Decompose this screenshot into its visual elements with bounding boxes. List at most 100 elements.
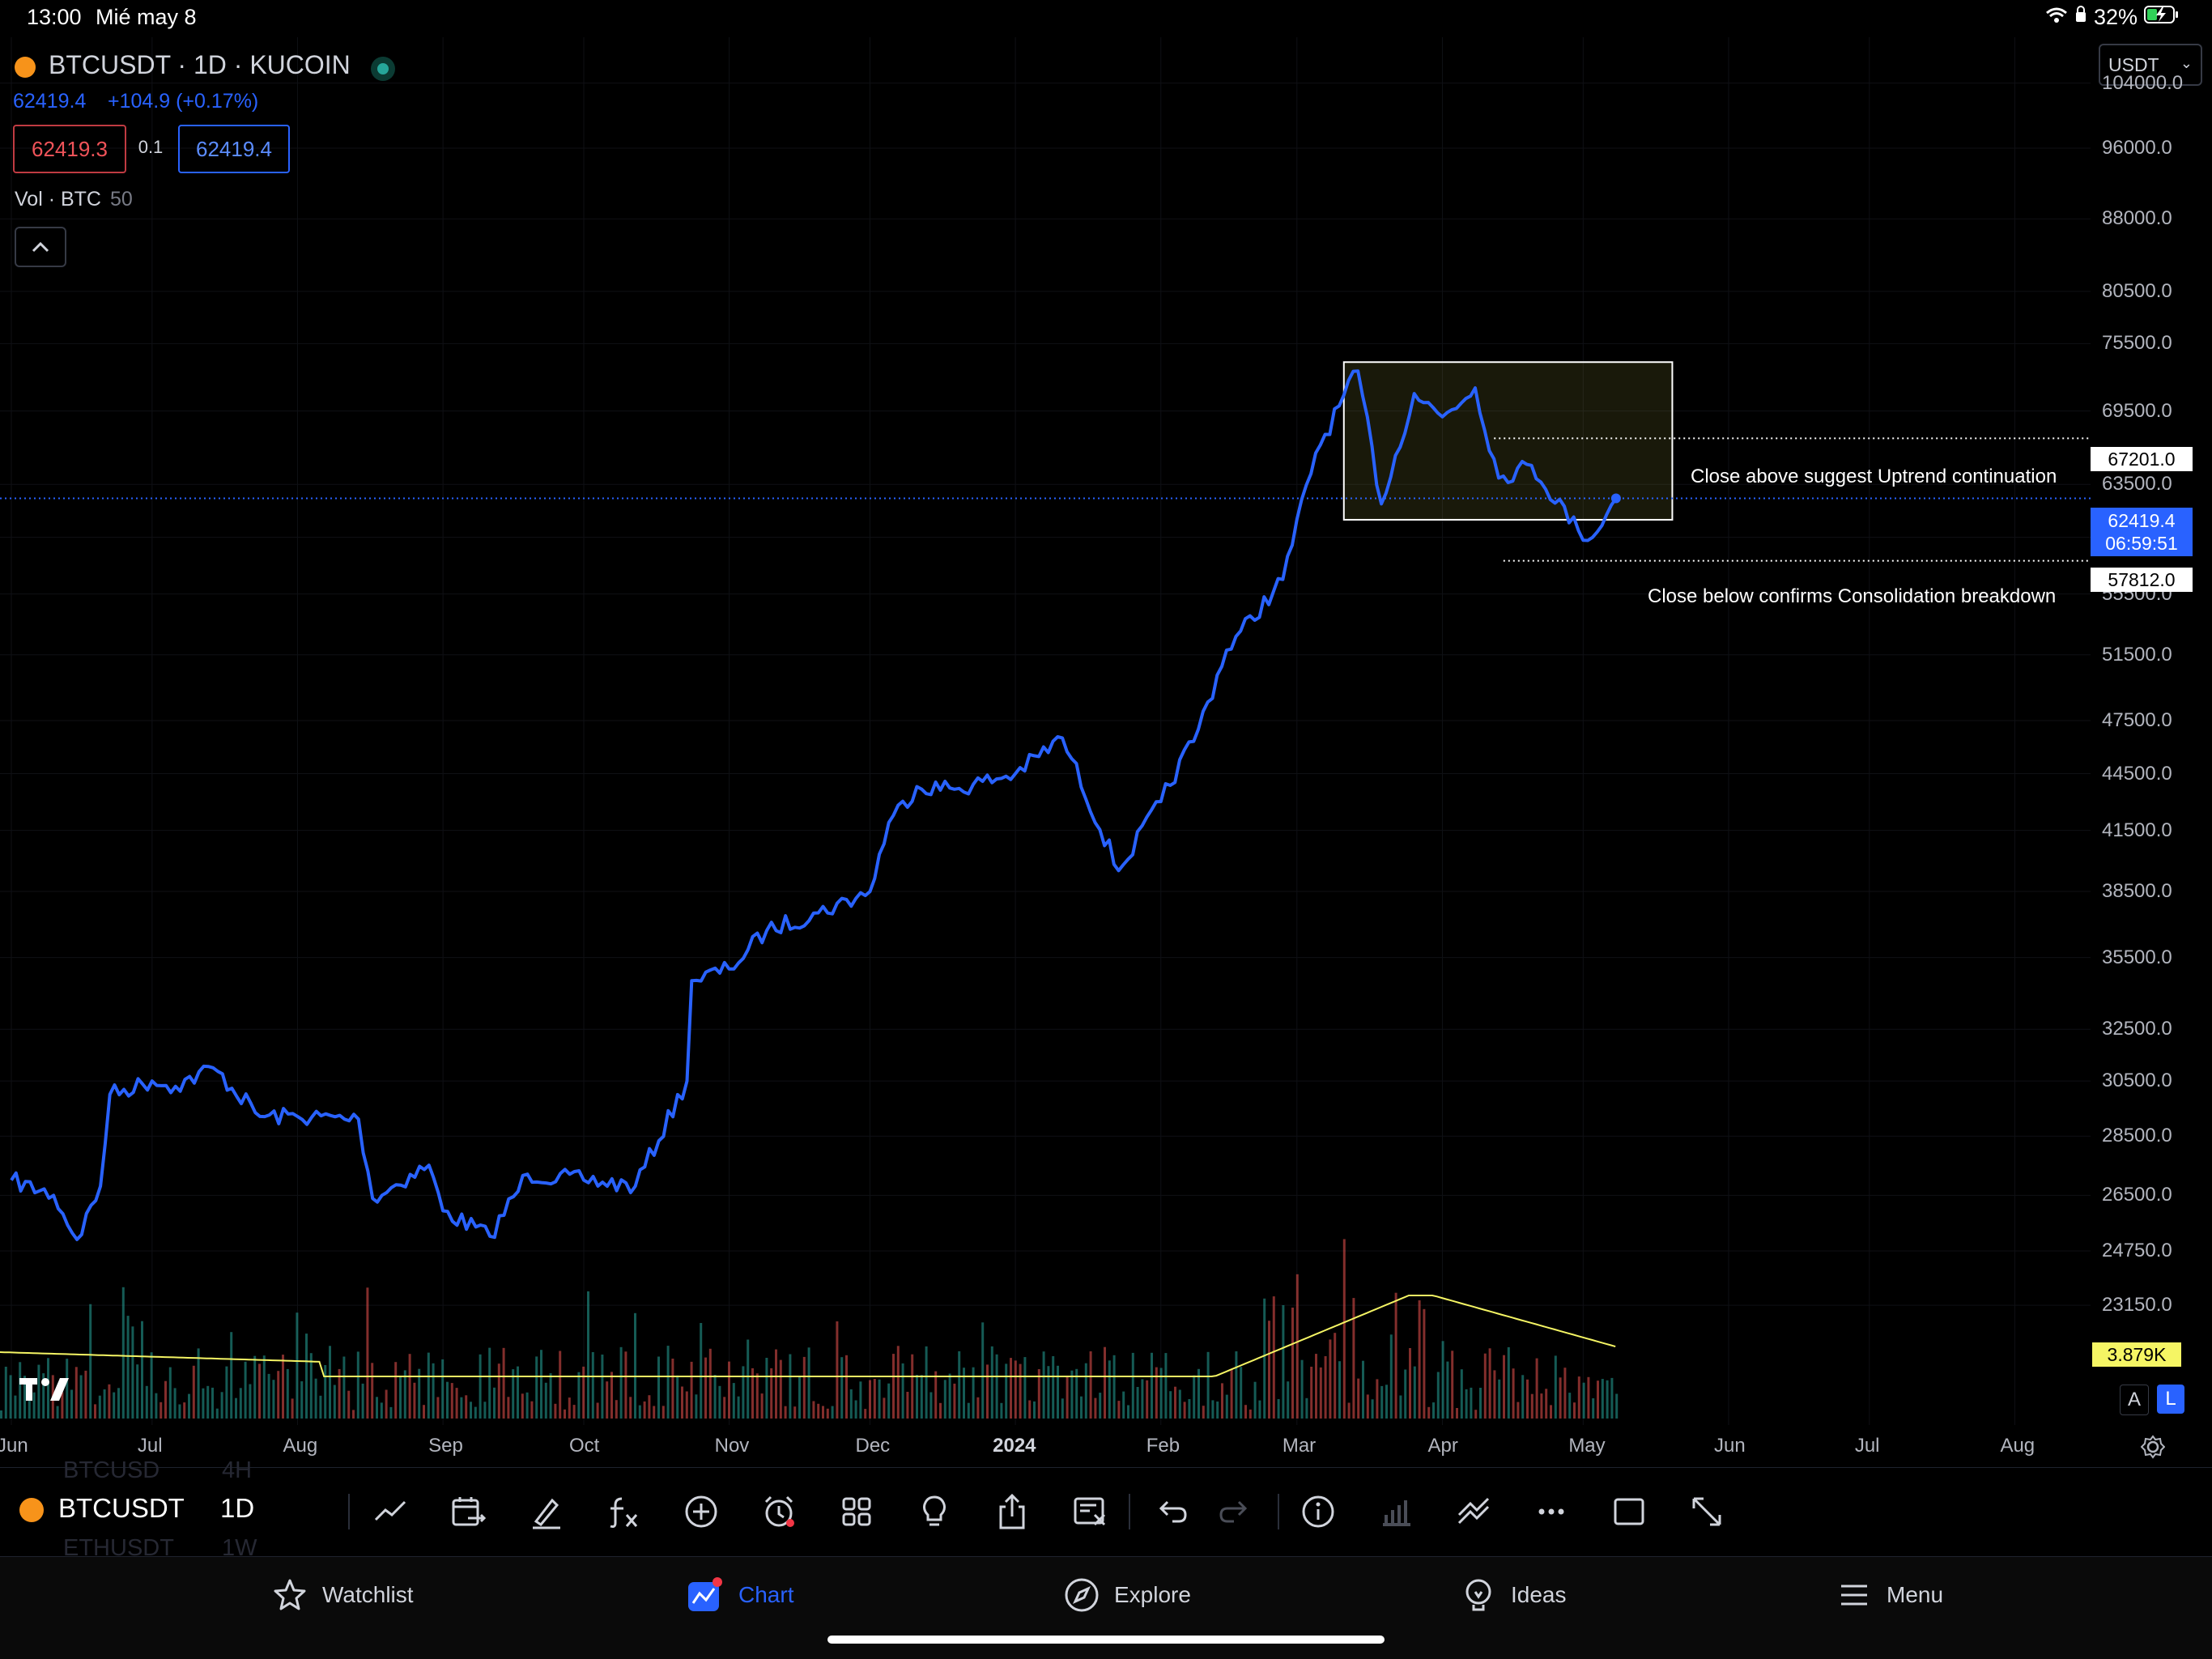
volume-bar — [9, 1375, 12, 1419]
symbol-title[interactable]: BTCUSDT · 1D · KUCOIN — [49, 50, 351, 79]
compare-dates-icon[interactable] — [449, 1492, 487, 1531]
time-tick: Apr — [1427, 1435, 1458, 1457]
volume-bar — [1409, 1348, 1411, 1419]
time-tick: Dec — [855, 1435, 891, 1457]
volume-bar — [19, 1362, 22, 1419]
volume-bar — [455, 1388, 458, 1419]
add-icon[interactable] — [682, 1492, 721, 1531]
chart-grid — [0, 37, 2091, 1425]
volume-bar — [441, 1359, 445, 1419]
volume-indicator-label[interactable]: Vol · BTC — [15, 188, 101, 211]
volume-bar — [643, 1401, 646, 1419]
volume-bar — [1357, 1378, 1360, 1419]
tab-menu[interactable]: Menu — [1836, 1577, 1943, 1613]
window-icon[interactable] — [1610, 1492, 1648, 1531]
volume-bar — [155, 1393, 158, 1419]
lower-note[interactable]: Close below confirms Consolidation break… — [1648, 585, 2057, 607]
chart-type-icon[interactable] — [371, 1492, 410, 1531]
tab-explore[interactable]: Explore — [1064, 1577, 1191, 1613]
volume-bar — [793, 1406, 797, 1419]
volume-bar — [1456, 1408, 1458, 1419]
price-chart[interactable] — [0, 37, 2212, 1430]
volume-bar — [1193, 1375, 1196, 1419]
tab-watchlist[interactable]: Watchlist — [272, 1577, 414, 1613]
volume-bar — [1488, 1348, 1491, 1419]
currency-select[interactable]: USDT ⌄ — [2099, 44, 2202, 86]
chart-settings-icon[interactable] — [2140, 1435, 2166, 1463]
volume-bar — [1300, 1359, 1304, 1419]
more-icon[interactable] — [1532, 1492, 1571, 1531]
buy-price-button[interactable]: 62419.4 — [178, 125, 290, 173]
indicators-icon[interactable] — [604, 1492, 643, 1531]
time-tick: Sep — [428, 1435, 463, 1457]
interval-picker[interactable]: 1D — [220, 1493, 255, 1523]
volume-bar — [925, 1346, 928, 1419]
volume-bar — [755, 1373, 759, 1419]
volume-bar — [432, 1363, 435, 1419]
volume-bar — [483, 1402, 487, 1419]
volume-bar — [1503, 1355, 1505, 1419]
volume-bar — [1423, 1308, 1426, 1419]
volume-bar — [1465, 1389, 1468, 1419]
volume-bar — [450, 1383, 453, 1419]
volume-bar — [1563, 1368, 1567, 1419]
volume-bar — [572, 1405, 576, 1419]
alert-clock-icon[interactable] — [759, 1492, 798, 1531]
bar-chart-icon[interactable] — [1376, 1492, 1415, 1531]
current-price-value: 62419.4 — [2108, 510, 2176, 531]
compass-icon — [1065, 1578, 1099, 1612]
volume-bar — [1235, 1351, 1238, 1419]
collapse-legend-button[interactable] — [15, 227, 66, 267]
volume-bar — [113, 1392, 116, 1419]
volume-bar — [995, 1354, 998, 1419]
last-price-dot — [1610, 493, 1621, 504]
consolidation-box[interactable] — [1342, 361, 1674, 521]
volume-bar — [1582, 1382, 1585, 1419]
log-scale-button[interactable]: L — [2157, 1385, 2184, 1414]
upper-note[interactable]: Close above suggest Uptrend continuation — [1691, 466, 2057, 487]
volume-bar — [126, 1316, 130, 1419]
volume-bar — [235, 1397, 237, 1419]
price-tick: 44500.0 — [2102, 762, 2172, 785]
volume-bar — [1362, 1360, 1364, 1419]
volume-bar — [300, 1381, 304, 1419]
tab-label: Watchlist — [322, 1582, 414, 1607]
volume-bar — [1592, 1398, 1595, 1419]
volume-bar — [1441, 1341, 1444, 1419]
volume-bar — [1597, 1380, 1599, 1419]
trading-panel-icon[interactable] — [1454, 1492, 1493, 1531]
volume-bar — [1295, 1274, 1299, 1419]
volume-bar — [929, 1392, 933, 1419]
volume-bar — [1146, 1380, 1149, 1419]
symbol-picker[interactable]: BTCUSDT — [58, 1493, 185, 1523]
volume-bar — [1089, 1351, 1092, 1419]
undo-icon[interactable] — [1153, 1492, 1192, 1531]
lightbulb-icon[interactable] — [915, 1492, 954, 1531]
volume-bar — [497, 1363, 500, 1419]
remove-drawings-icon[interactable] — [1070, 1492, 1109, 1531]
drawing-tools-icon[interactable] — [526, 1492, 565, 1531]
sell-price-button[interactable]: 62419.3 — [13, 125, 126, 173]
volume-bar — [291, 1398, 294, 1419]
tab-chart[interactable]: Chart — [687, 1577, 793, 1613]
time-tick: Jul — [1854, 1435, 1880, 1457]
info-icon[interactable] — [1299, 1492, 1338, 1531]
home-indicator[interactable] — [827, 1636, 1385, 1644]
fullscreen-icon[interactable] — [1687, 1492, 1726, 1531]
share-icon[interactable] — [993, 1492, 1032, 1531]
volume-bar — [399, 1376, 402, 1419]
volume-bar — [747, 1339, 750, 1419]
volume-bar — [98, 1395, 101, 1419]
bar-countdown: 06:59:51 — [2105, 533, 2178, 554]
layout-grid-icon[interactable] — [837, 1492, 876, 1531]
volume-bar — [168, 1367, 172, 1419]
battery-percent: 32% — [2093, 5, 2138, 29]
volume-bar — [470, 1402, 472, 1419]
volume-bar — [253, 1355, 257, 1419]
volume-bar — [1310, 1367, 1313, 1419]
tab-ideas[interactable]: Ideas — [1461, 1577, 1567, 1613]
redo-icon[interactable] — [1214, 1492, 1253, 1531]
volume-bar — [732, 1383, 735, 1419]
auto-scale-button[interactable]: A — [2120, 1385, 2149, 1415]
price-tick: 32500.0 — [2102, 1018, 2172, 1040]
